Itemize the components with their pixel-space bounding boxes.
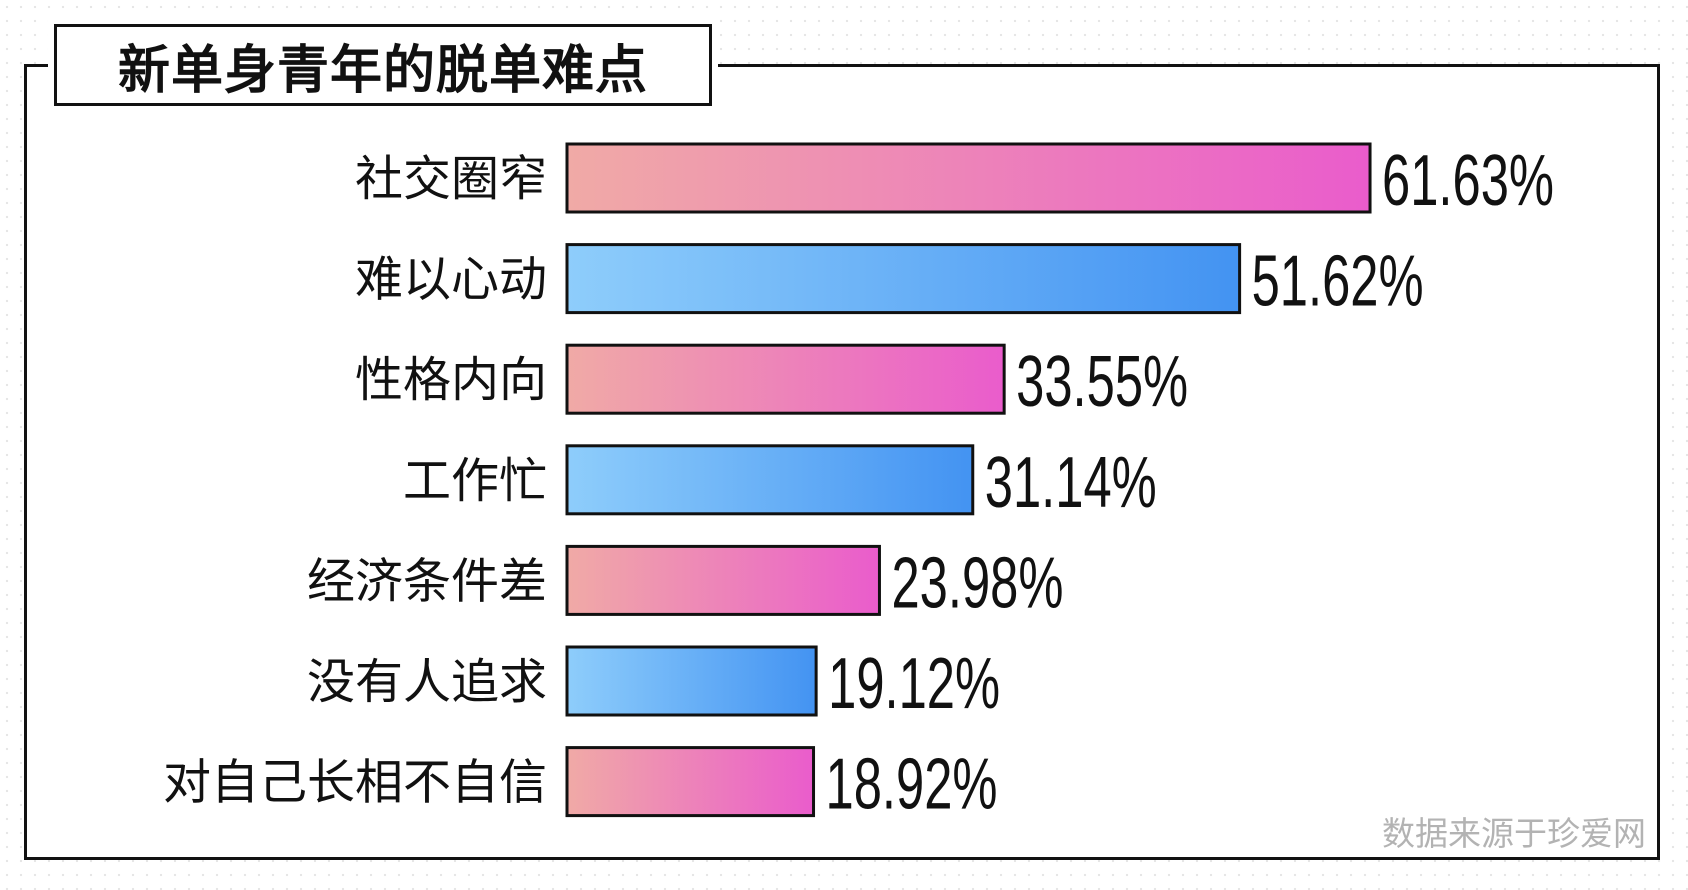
- category-label: 工作忙: [403, 453, 547, 509]
- data-label: 61.63%: [1382, 141, 1554, 221]
- bar: [565, 645, 818, 717]
- category-label: 社交圈窄: [355, 151, 547, 207]
- bar: [565, 544, 881, 616]
- bar: [565, 243, 1242, 315]
- category-label: 经济条件差: [307, 553, 547, 609]
- data-label: 19.12%: [828, 644, 1000, 724]
- category-label: 难以心动: [355, 252, 547, 308]
- category-label: 性格内向: [355, 352, 547, 408]
- bar: [565, 444, 975, 516]
- data-label: 31.14%: [985, 443, 1157, 523]
- source-note: 数据来源于珍爱网: [1382, 814, 1646, 853]
- bar: [565, 746, 816, 818]
- data-label: 18.92%: [826, 745, 998, 825]
- data-label: 51.62%: [1252, 242, 1424, 322]
- chart-title: 新单身青年的脱单难点: [117, 40, 648, 101]
- data-label: 33.55%: [1016, 343, 1188, 423]
- bar: [565, 142, 1372, 214]
- data-label: 23.98%: [891, 544, 1063, 624]
- title-box: 新单身青年的脱单难点: [54, 24, 712, 106]
- category-label: 对自己长相不自信: [163, 755, 547, 811]
- bar: [565, 343, 1006, 415]
- category-label: 没有人追求: [307, 654, 547, 710]
